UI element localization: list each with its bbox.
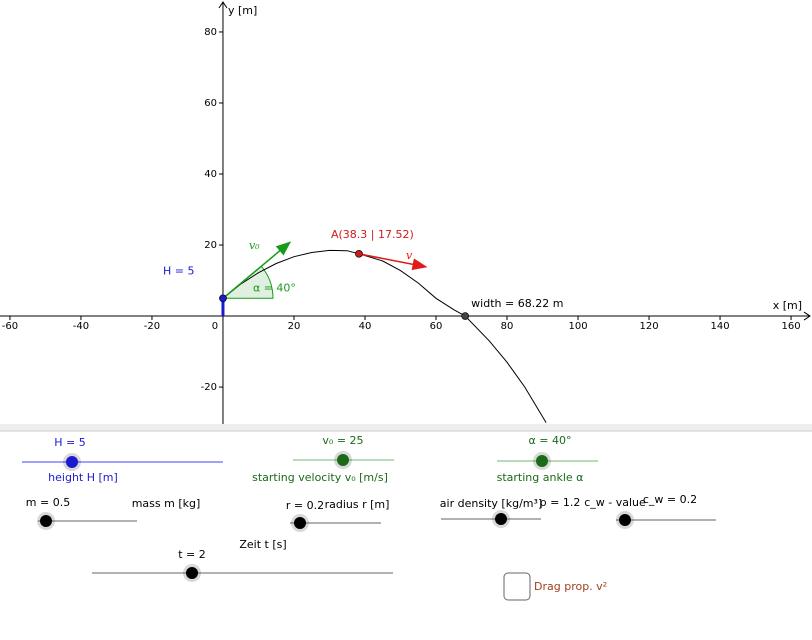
y-axis-label: y [m] bbox=[228, 4, 257, 17]
slider-knob[interactable] bbox=[495, 513, 507, 525]
slider-knob[interactable] bbox=[66, 456, 78, 468]
vector-label: v bbox=[406, 249, 413, 262]
point-label: width = 68.22 m bbox=[471, 297, 563, 310]
x-tick-label: -40 bbox=[73, 321, 89, 332]
velocity-start-vector bbox=[222, 241, 292, 299]
point[interactable] bbox=[355, 249, 363, 258]
slider-knob[interactable] bbox=[337, 454, 349, 466]
slider-caption: starting velocity v₀ [m/s] bbox=[252, 471, 388, 484]
slider-label: α = 40° bbox=[529, 434, 572, 447]
x-tick-label: 60 bbox=[430, 321, 443, 332]
y-axis-arrow bbox=[218, 1, 228, 9]
slider-label: ρ = 1.2 bbox=[540, 496, 581, 509]
point-label: A(38.3 | 17.52) bbox=[331, 228, 414, 241]
trajectory bbox=[222, 249, 547, 423]
vector-label: v₀ bbox=[249, 239, 260, 252]
x-axis-arrow bbox=[803, 311, 811, 321]
slider-label: c_w = 0.2 bbox=[643, 493, 697, 506]
point[interactable] bbox=[461, 312, 470, 320]
velocity-vector bbox=[358, 253, 428, 271]
x-tick-label: 120 bbox=[639, 321, 658, 332]
slider-label: t = 2 bbox=[178, 548, 206, 561]
slider-knob[interactable] bbox=[294, 517, 306, 529]
x-tick-label: 20 bbox=[288, 321, 301, 332]
divider bbox=[0, 424, 812, 431]
x-tick-label: -20 bbox=[144, 321, 160, 332]
slider-knob[interactable] bbox=[536, 455, 548, 467]
x-tick-label: -60 bbox=[2, 321, 18, 332]
x-axis-label: x [m] bbox=[773, 299, 802, 312]
slider-caption: Zeit t [s] bbox=[239, 538, 286, 551]
angle-label: α = 40° bbox=[253, 281, 296, 294]
slider-caption: mass m [kg] bbox=[132, 497, 201, 510]
slider-label: r = 0.2 bbox=[286, 499, 324, 512]
slider-label: H = 5 bbox=[54, 436, 85, 449]
checkbox-label[interactable]: Drag prop. v² bbox=[534, 580, 607, 593]
x-tick-label: 0 bbox=[212, 321, 218, 332]
slider-caption: c_w - value bbox=[584, 496, 646, 509]
x-tick-label: 80 bbox=[501, 321, 514, 332]
x-tick-label: 40 bbox=[359, 321, 372, 332]
y-tick-label: 60 bbox=[204, 98, 217, 109]
slider-caption: starting ankle α bbox=[497, 471, 584, 484]
x-tick-label: 100 bbox=[568, 321, 587, 332]
y-tick-label: -20 bbox=[201, 382, 217, 393]
point[interactable] bbox=[219, 294, 227, 303]
y-tick-label: 20 bbox=[204, 240, 217, 251]
x-tick-label: 140 bbox=[710, 321, 729, 332]
x-tick-label: 160 bbox=[782, 321, 801, 332]
slider-knob[interactable] bbox=[186, 567, 198, 579]
point-label: H = 5 bbox=[163, 264, 194, 277]
y-tick-label: 80 bbox=[204, 27, 217, 38]
slider-caption: radius r [m] bbox=[325, 498, 390, 511]
slider-knob[interactable] bbox=[619, 514, 631, 526]
slider-knob[interactable] bbox=[40, 515, 52, 527]
slider-caption: height H [m] bbox=[48, 471, 118, 484]
checkbox[interactable] bbox=[503, 572, 531, 601]
y-tick-label: 40 bbox=[204, 169, 217, 180]
graphics-view[interactable] bbox=[0, 0, 812, 424]
slider-caption: air density [kg/m³] bbox=[440, 497, 542, 510]
slider-label: v₀ = 25 bbox=[322, 434, 363, 447]
slider-label: m = 0.5 bbox=[26, 496, 70, 509]
